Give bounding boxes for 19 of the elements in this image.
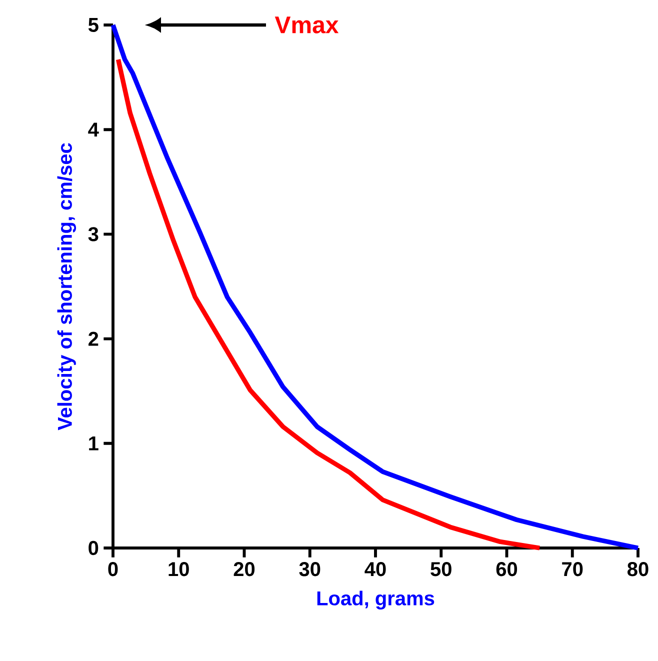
y-tick-label: 4: [88, 122, 99, 136]
y-tick-label: 2: [88, 332, 98, 346]
x-axis-title: Load, grams: [317, 590, 434, 610]
line-series: [116, 57, 542, 550]
annotation: Vmax: [274, 16, 339, 34]
x-tick-label: 50: [430, 562, 452, 576]
x-tick-label: 60: [496, 562, 518, 576]
y-axis-title: Velocity of shortening, cm/sec: [57, 143, 76, 430]
y-tick-label: 5: [88, 18, 98, 32]
x-tick-label: 20: [234, 562, 255, 576]
y-tick-label: 0: [88, 540, 98, 556]
x-tick-label: 80: [628, 562, 648, 576]
x-tick-label: 70: [562, 562, 583, 576]
x-tick-label: 10: [168, 562, 189, 576]
x-tick-label: 30: [299, 562, 320, 576]
x-tick-label: 0: [108, 562, 118, 576]
x-tick-label: 40: [364, 562, 386, 576]
y-tick-label: 1: [89, 436, 98, 450]
y-tick-label: 3: [88, 227, 98, 242]
